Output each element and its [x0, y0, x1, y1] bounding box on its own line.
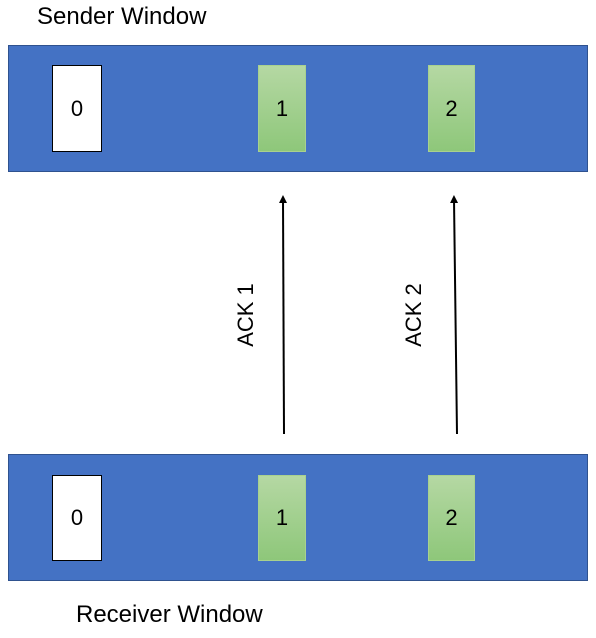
receiver-packet-0-label: 0 — [70, 505, 84, 530]
sender-packet-1: 1 — [258, 65, 306, 152]
sender-packet-1-label: 1 — [275, 95, 289, 121]
receiver-packet-2: 2 — [428, 475, 475, 561]
sender-packet-2: 2 — [428, 65, 475, 152]
receiver-packet-1-label: 1 — [275, 505, 289, 530]
sender-packet-0: 0 — [52, 65, 102, 152]
ack-1-label: ACK 1 — [233, 283, 258, 347]
receiver-packet-1: 1 — [258, 475, 306, 561]
receiver-packet-0: 0 — [52, 475, 102, 561]
ack-2-label: ACK 2 — [401, 283, 426, 347]
ack-1-arrow — [279, 195, 288, 435]
receiver-packet-2-label: 2 — [445, 505, 458, 530]
receiver-window-title: Receiver Window — [76, 601, 263, 628]
sender-window-title: Sender Window — [37, 3, 207, 30]
sender-packet-0-label: 0 — [70, 95, 84, 121]
receiver-window: 0 1 2 — [8, 454, 588, 581]
sender-packet-2-label: 2 — [445, 95, 458, 121]
sender-window: 0 1 2 — [8, 45, 588, 172]
ack-2-arrow — [450, 195, 459, 435]
